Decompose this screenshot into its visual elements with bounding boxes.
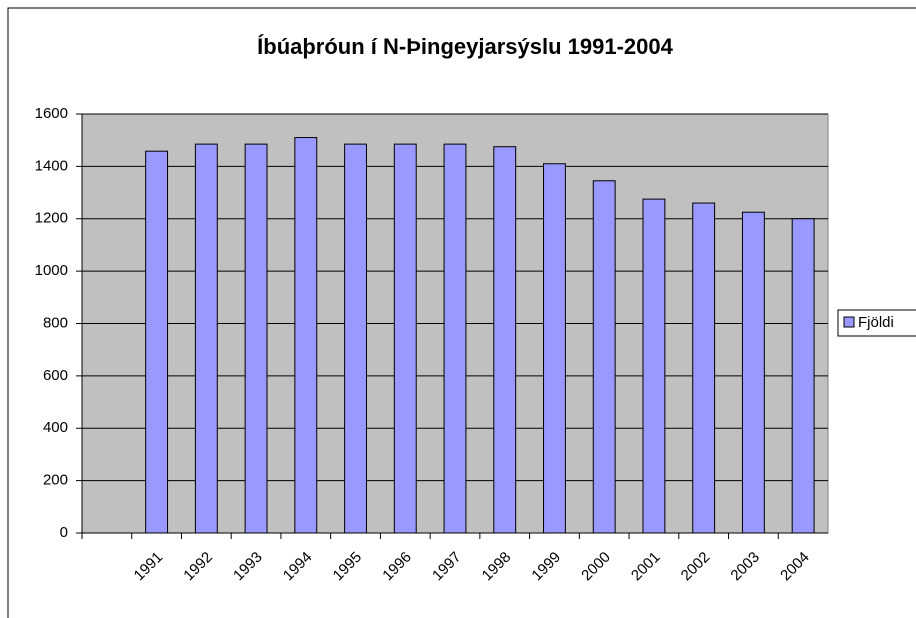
bar [692, 202, 716, 534]
bar [443, 143, 467, 534]
bar [791, 218, 815, 534]
bar [393, 143, 417, 534]
bar [344, 143, 367, 534]
bar [493, 146, 517, 534]
legend-box [837, 309, 916, 337]
y-tick-label: 400 [43, 419, 68, 436]
y-tick-label: 1000 [35, 262, 68, 279]
legend-swatch [843, 316, 855, 328]
y-tick-label: 1200 [35, 210, 68, 227]
y-tick-label: 200 [43, 472, 68, 489]
y-tick-label: 600 [43, 367, 68, 384]
bar [741, 211, 765, 534]
bar [194, 143, 218, 534]
bar [294, 137, 318, 534]
bar [592, 180, 616, 534]
bar [642, 198, 666, 534]
bar [145, 150, 169, 534]
bar [543, 163, 566, 534]
legend-label: Fjöldi [858, 314, 894, 331]
bar [244, 143, 268, 534]
y-tick-label: 1600 [35, 105, 68, 122]
y-tick-label: 1400 [35, 157, 68, 174]
y-tick-label: 0 [60, 524, 68, 541]
chart-title: Íbúaþróun í N-Þingeyjarsýslu 1991-2004 [257, 34, 673, 59]
y-tick-label: 800 [43, 314, 68, 331]
